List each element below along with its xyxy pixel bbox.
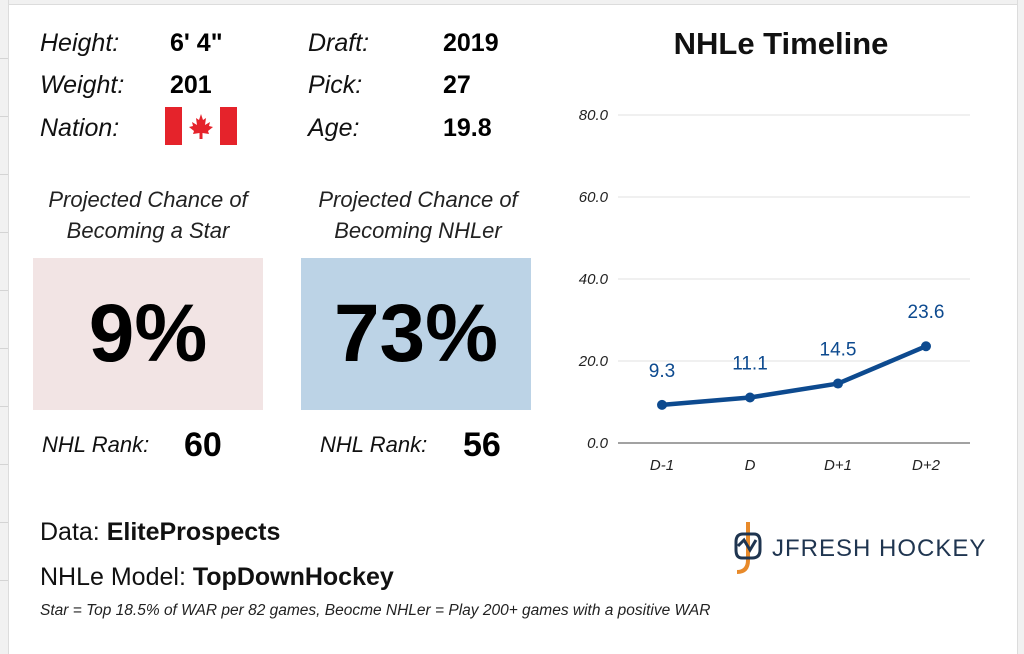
chart-title: NHLe Timeline: [673, 26, 889, 61]
star-rank-value: 60: [184, 426, 222, 464]
data-label: 11.1: [732, 353, 768, 374]
data-source-line: Data: EliteProspects: [40, 518, 280, 547]
sheet-row-line: [0, 232, 8, 233]
x-tick-label: D-1: [650, 457, 674, 474]
star-chance-box: 9%: [33, 258, 263, 410]
star-rank-label: NHL Rank:: [42, 432, 150, 457]
sheet-left-edge: [0, 0, 9, 654]
nhle-line-chart: 0.0 20.0 40.0 60.0 80.0 D-1 D D+1 D+2 9.3 11.1 14.5…: [578, 107, 970, 474]
data-point: [921, 341, 931, 352]
y-tick-label: 80.0: [579, 107, 609, 124]
x-tick-label: D+2: [912, 457, 941, 474]
y-tick-label: 40.0: [579, 271, 609, 288]
star-title-line2: Becoming a Star: [66, 218, 230, 243]
y-tick-label: 20.0: [578, 353, 609, 370]
data-point: [657, 399, 667, 410]
height-value: 6' 4": [170, 29, 223, 57]
sheet-row-line: [0, 116, 8, 117]
age-value: 19.8: [443, 114, 492, 142]
canada-flag-icon: [165, 107, 237, 145]
sheet-row-line: [0, 348, 8, 349]
data-point: [745, 392, 755, 403]
logo-text: JFRESH HOCKEY: [772, 535, 987, 562]
pick-value: 27: [443, 71, 471, 99]
pick-label: Pick:: [308, 71, 363, 99]
nhler-rank-value: 56: [463, 426, 501, 464]
data-point: [833, 378, 843, 389]
data-label: 14.5: [820, 340, 857, 361]
nhler-title-line2: Becoming NHLer: [334, 218, 502, 243]
sheet-row-line: [0, 290, 8, 291]
data-source-name: EliteProspects: [106, 518, 281, 546]
data-label: 9.3: [649, 361, 675, 382]
sheet-row-line: [0, 406, 8, 407]
series-line: [661, 344, 927, 408]
x-tick-label: D+1: [824, 457, 852, 474]
model-source-prefix: NHLe Model:: [40, 563, 193, 591]
nhler-chance-value: 73%: [333, 288, 499, 379]
footnote: Star = Top 18.5% of WAR per 82 games, Be…: [40, 602, 711, 619]
sheet-row-line: [0, 174, 8, 175]
nhler-rank-label: NHL Rank:: [320, 432, 428, 457]
model-source-name: TopDownHockey: [192, 563, 394, 591]
sheet-row-line: [0, 522, 8, 523]
nation-label: Nation:: [40, 114, 120, 142]
nhler-title-line1: Projected Chance of: [318, 187, 518, 212]
y-tick-label: 0.0: [587, 435, 609, 452]
sheet-row-line: [0, 580, 8, 581]
sheet-row-line: [0, 58, 8, 59]
weight-label: Weight:: [40, 71, 125, 99]
jfresh-hockey-logo-icon: [734, 522, 762, 574]
weight-value: 201: [170, 71, 212, 99]
star-chance-value: 9%: [88, 288, 208, 379]
model-source-line: NHLe Model: TopDownHockey: [40, 563, 394, 592]
sheet-row-line: [0, 464, 8, 465]
height-label: Height:: [40, 29, 120, 57]
y-tick-label: 60.0: [579, 189, 609, 206]
sheet-top-edge: [0, 0, 1024, 5]
age-label: Age:: [308, 114, 360, 142]
sheet-right-edge: [1017, 0, 1024, 654]
nhler-projection-title: Projected Chance of Becoming NHLer: [302, 184, 534, 246]
draft-value: 2019: [443, 29, 499, 57]
data-label: 23.6: [908, 302, 945, 323]
draft-label: Draft:: [308, 29, 370, 57]
x-tick-label: D: [745, 457, 756, 474]
nhler-chance-box: 73%: [301, 258, 531, 410]
data-source-prefix: Data:: [40, 518, 107, 546]
star-projection-title: Projected Chance of Becoming a Star: [32, 184, 264, 246]
star-title-line1: Projected Chance of: [48, 187, 248, 212]
